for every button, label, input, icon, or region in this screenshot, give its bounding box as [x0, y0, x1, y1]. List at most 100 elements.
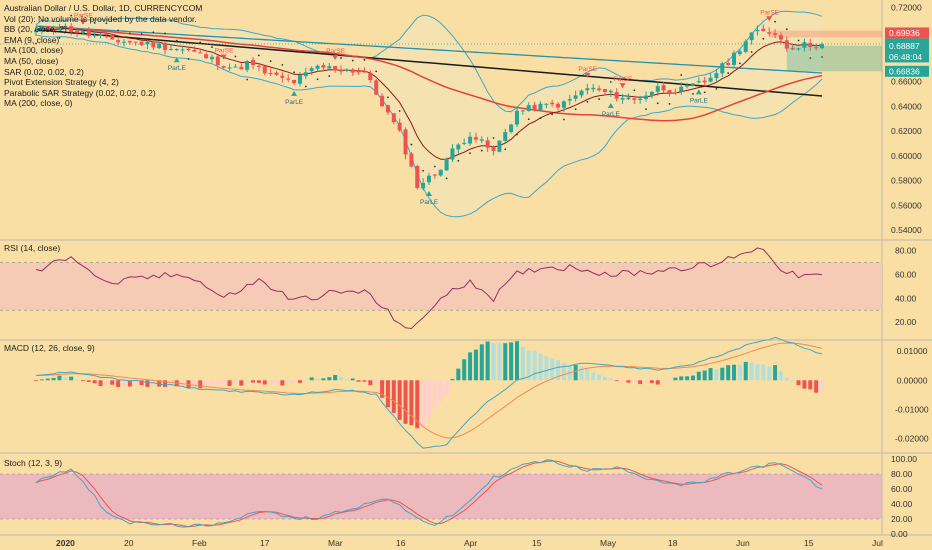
candle-body	[121, 41, 126, 43]
sar-dot	[387, 96, 389, 99]
candle-body	[286, 78, 291, 80]
macd-histogram-bar	[702, 370, 707, 381]
candle-body	[215, 56, 220, 66]
sar-dot	[774, 20, 776, 23]
candle-body	[139, 41, 144, 46]
macd-histogram-bar	[673, 377, 678, 381]
candle-body	[608, 90, 613, 93]
sar-dot	[656, 102, 659, 105]
short-entry-arrow	[332, 54, 339, 60]
candle-body	[34, 29, 38, 33]
stoch-tick-label: 60.00	[891, 484, 913, 494]
candle-body	[602, 89, 607, 93]
macd-histogram-bar	[767, 366, 772, 381]
price-badge-text: 0.69936	[889, 28, 920, 38]
sar-dot	[574, 108, 577, 111]
macd-histogram-bar	[685, 376, 690, 381]
candle-body	[403, 129, 408, 155]
macd-histogram-bar	[256, 380, 261, 383]
sar-dot	[598, 98, 601, 100]
macd-histogram-bar	[520, 346, 525, 381]
macd-histogram-bar	[198, 380, 203, 389]
chart-title: Australian Dollar / U.S. Dollar, 1D, CUR…	[4, 3, 203, 13]
legend-ma50: MA (50, close)	[4, 55, 59, 66]
candle-body	[221, 66, 226, 68]
macd-histogram-bar	[737, 364, 742, 381]
macd-histogram-bar	[86, 380, 91, 382]
sar-dot	[70, 14, 73, 17]
sar-dot	[363, 59, 366, 61]
candle-body	[720, 63, 725, 74]
macd-histogram-bar	[380, 380, 385, 398]
candle-body	[427, 175, 431, 183]
macd-histogram-bar	[778, 371, 783, 381]
macd-histogram-bar	[133, 380, 138, 385]
time-tick-label: May	[600, 538, 617, 548]
candle-body	[655, 86, 660, 92]
candle-body	[186, 48, 191, 51]
rsi-tick-label: 60.00	[895, 269, 917, 279]
candle-body	[233, 66, 238, 68]
macd-histogram-bar	[591, 372, 596, 381]
sar-dot	[211, 46, 213, 48]
candle-body	[374, 80, 379, 95]
stoch-d-line	[35, 460, 823, 528]
price-badge	[885, 40, 929, 52]
candle-body	[544, 103, 549, 105]
macd-histogram-bar	[820, 380, 824, 393]
candle-body	[180, 49, 185, 51]
candle-body	[726, 63, 731, 66]
macd-histogram-bar	[403, 380, 408, 424]
macd-histogram-bar	[280, 380, 285, 386]
macd-histogram-bar	[696, 371, 701, 381]
time-tick-label: 17	[260, 538, 270, 548]
chart-legend: Australian Dollar / U.S. Dollar, 1D, CUR…	[4, 3, 202, 109]
macd-histogram-bar	[708, 368, 713, 381]
sar-dot	[809, 57, 812, 59]
candle-body	[262, 66, 267, 74]
macd-histogram-bar	[391, 380, 396, 413]
macd-histogram-bar	[368, 380, 373, 386]
stoch-panel-label: Stoch (12, 3, 9)	[4, 458, 63, 468]
candle-body	[280, 75, 285, 78]
legend-ema9: EMA (9, close)	[4, 34, 60, 45]
candle-body	[696, 81, 701, 83]
candle-body	[239, 66, 244, 70]
short-entry-arrow	[220, 54, 227, 60]
time-tick-label: Apr	[464, 538, 477, 548]
candle-body	[702, 80, 707, 83]
macd-histogram-bar	[127, 380, 132, 387]
short-entry-label: ParSE	[578, 66, 597, 73]
candle-body	[820, 44, 824, 49]
macd-line	[35, 336, 823, 449]
macd-histogram-bar	[292, 380, 297, 383]
macd-histogram-bar	[233, 380, 238, 384]
sar-dot	[645, 108, 647, 111]
candle-body	[297, 75, 302, 84]
candle-body	[462, 142, 467, 144]
macd-histogram-bar	[661, 380, 666, 382]
macd-histogram-bar	[356, 380, 361, 382]
candle-body	[227, 67, 232, 69]
bb-band-fill	[36, 11, 822, 217]
macd-histogram-bar	[585, 369, 590, 381]
sar-dot	[316, 78, 319, 81]
long-entry-label: ParLE	[602, 111, 621, 118]
macd-histogram-bar	[462, 359, 467, 381]
macd-histogram-bar	[679, 376, 684, 381]
sar-dot	[480, 149, 483, 152]
macd-histogram-bar	[327, 377, 332, 381]
candle-body	[145, 41, 150, 45]
candle-body	[567, 99, 572, 101]
time-tick-label: 16	[396, 538, 406, 548]
candle-body	[198, 52, 203, 54]
price-tick-label: 0.60000	[891, 151, 922, 161]
candle-body	[638, 98, 643, 100]
macd-histogram-bar	[98, 380, 103, 387]
bb-upper-line	[35, 10, 823, 113]
time-tick-label: Mar	[328, 538, 343, 548]
candle-body	[620, 98, 625, 100]
legend-ma100: MA (100, close)	[4, 45, 64, 56]
long-entry-label: ParLE	[168, 65, 187, 72]
candle-body	[63, 25, 68, 29]
